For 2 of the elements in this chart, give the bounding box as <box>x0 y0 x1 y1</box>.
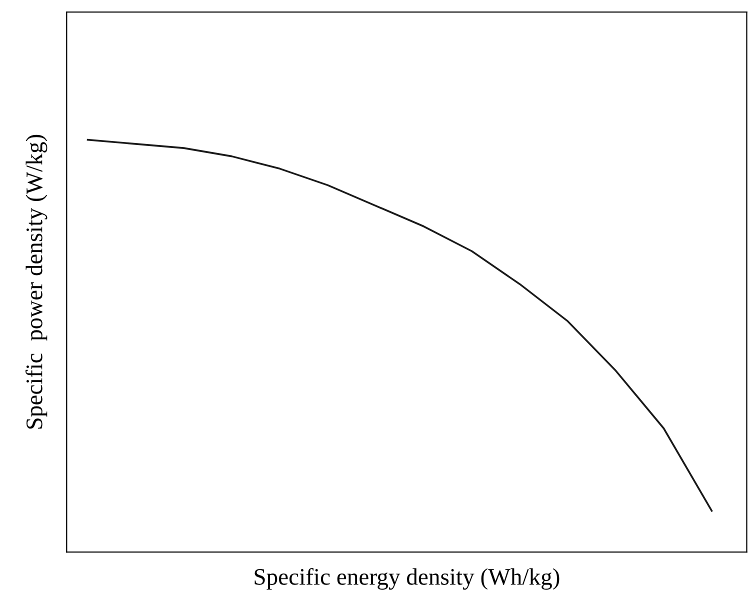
x-axis-title: Specific energy density (Wh/kg) <box>254 568 560 590</box>
y-axis-title: Specific power density (W/kg) <box>26 134 48 429</box>
